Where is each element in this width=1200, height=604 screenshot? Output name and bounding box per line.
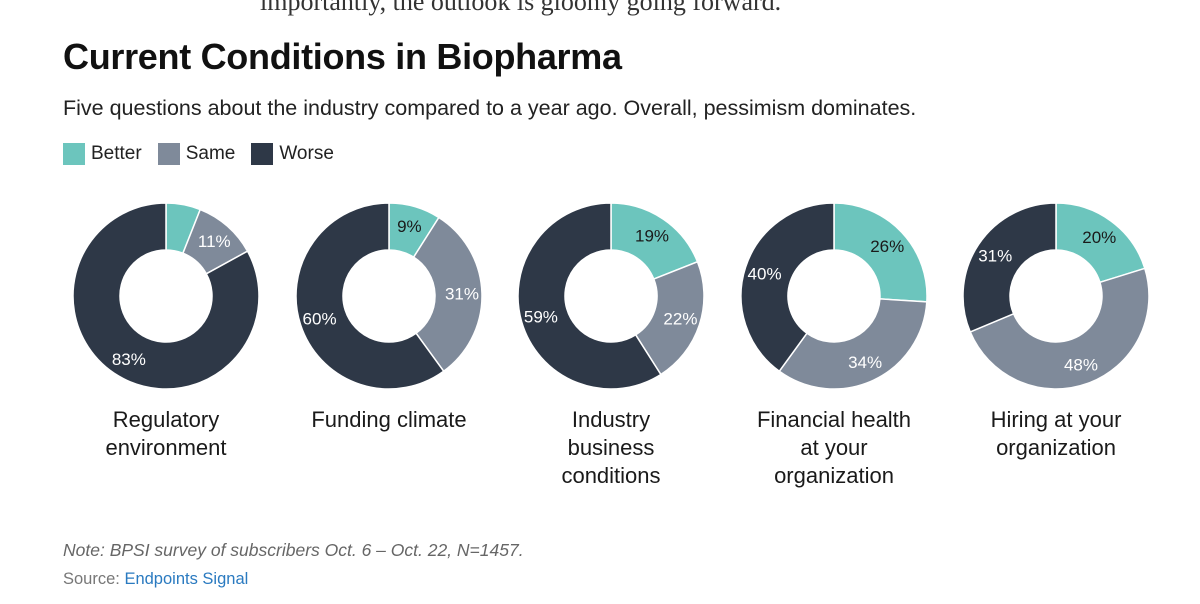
donut-3-slice-worse: [517, 202, 662, 390]
legend: Better Same Worse: [63, 143, 350, 165]
donut-4-slice-worse: [740, 202, 835, 373]
chart-subtitle: Five questions about the industry compar…: [63, 96, 917, 120]
donut-5-category-label: Hiring at your: [991, 407, 1122, 432]
source-prefix: Source:: [63, 570, 125, 588]
donut-3-category-label: conditions: [561, 463, 660, 488]
donut-4-label-worse: 40%: [748, 264, 782, 283]
legend-swatch-same: [157, 143, 180, 165]
donut-2-label-worse: 60%: [303, 310, 337, 329]
donut-2-category-label: Funding climate: [311, 407, 466, 432]
legend-label-better: Better: [91, 143, 142, 164]
donut-5-slice-same: [969, 267, 1150, 390]
legend-label-worse: Worse: [279, 143, 334, 164]
donut-3-category-label: Industry: [572, 407, 650, 432]
donut-4-category-label: organization: [774, 463, 894, 488]
donut-4-slice-same: [778, 298, 928, 390]
donut-5-slice-worse: [962, 202, 1057, 333]
source-line: Source: Endpoints Signal: [63, 570, 248, 589]
donut-1-slice-worse: [72, 202, 260, 390]
donut-5-label-same: 48%: [1064, 356, 1098, 375]
donut-3-category-label: business: [568, 435, 655, 460]
donut-4-slice-better: [833, 202, 928, 303]
legend-item-same: Same: [157, 143, 236, 165]
source-link[interactable]: Endpoints Signal: [124, 570, 249, 588]
donut-3-label-same: 22%: [663, 310, 697, 329]
legend-label-same: Same: [185, 143, 236, 164]
donut-5-category-label: organization: [996, 435, 1116, 460]
chart-title: Current Conditions in Biopharma: [63, 36, 622, 77]
cropped-intro-text: importantly, the outlook is gloomy going…: [260, 0, 782, 16]
footnote: Note: BPSI survey of subscribers Oct. 6 …: [63, 540, 524, 560]
donut-4-category-label: Financial health: [757, 407, 911, 432]
donut-1-category-label: environment: [105, 435, 226, 460]
donut-5-label-worse: 31%: [978, 247, 1012, 266]
donut-2-label-same: 31%: [445, 285, 479, 304]
donut-4-category-label: at your: [800, 435, 867, 460]
donut-4-label-same: 34%: [848, 353, 882, 372]
donut-1-label-same: 11%: [198, 232, 231, 251]
legend-swatch-better: [63, 143, 85, 165]
donut-3-label-worse: 59%: [524, 307, 558, 326]
donut-1-label-worse: 83%: [112, 350, 146, 369]
donut-4-label-better: 26%: [870, 237, 904, 256]
donut-2-label-better: 9%: [397, 217, 422, 236]
legend-item-worse: Worse: [251, 143, 334, 165]
donut-3-label-better: 19%: [635, 227, 669, 246]
donut-1-category-label: Regulatory: [113, 407, 219, 432]
legend-item-better: Better: [63, 143, 142, 165]
donut-2-slice-worse: [295, 202, 445, 390]
donut-5-label-better: 20%: [1082, 228, 1116, 247]
donut-2-slice-same: [412, 216, 483, 373]
legend-swatch-worse: [251, 143, 274, 165]
